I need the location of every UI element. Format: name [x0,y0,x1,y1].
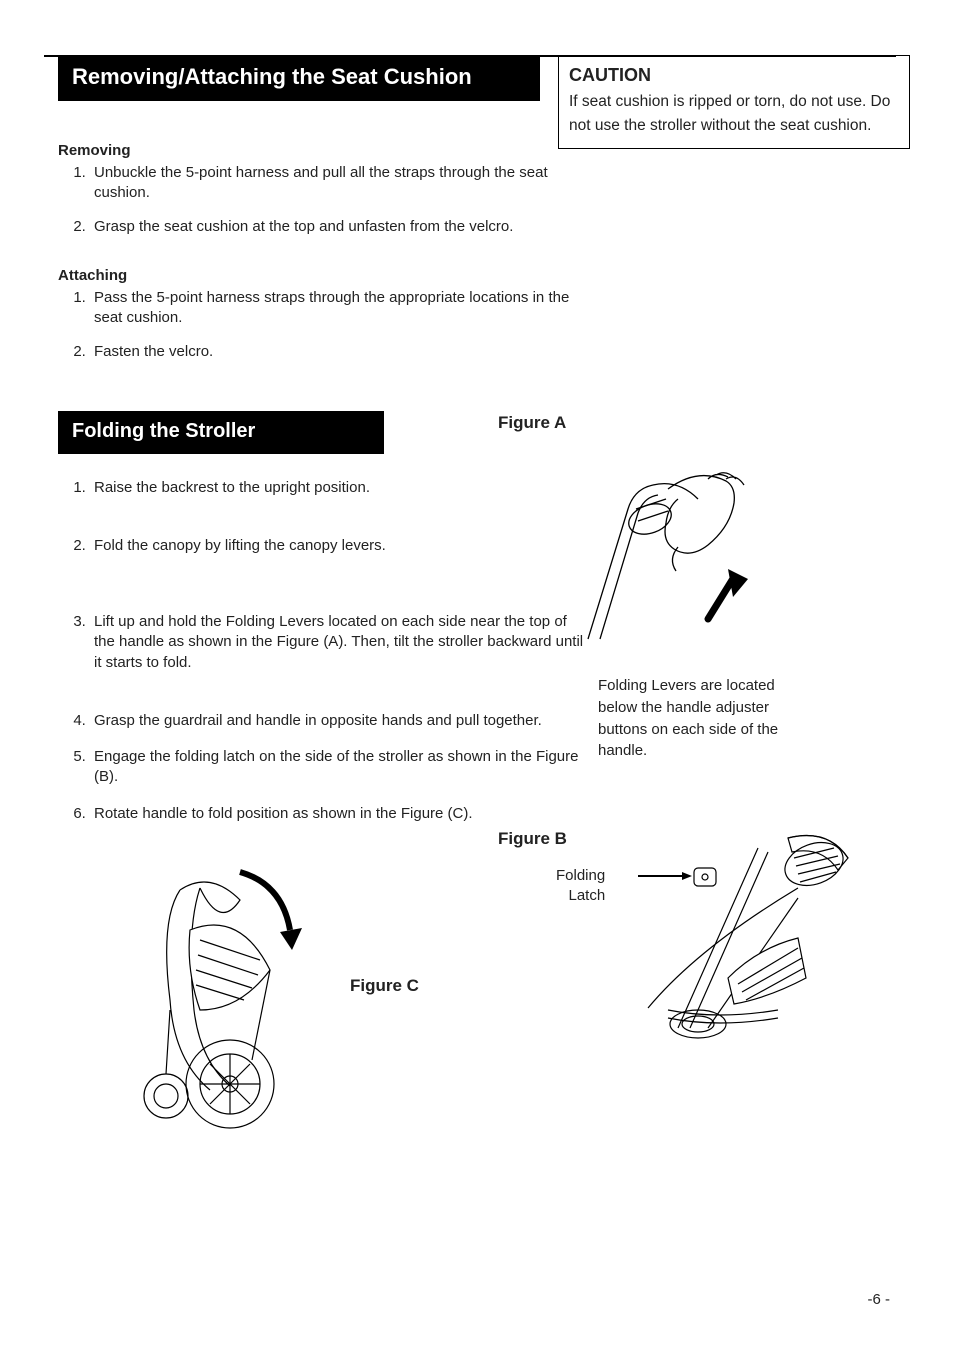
list-item: Rotate handle to fold position as shown … [90,804,588,824]
list-item: Pass the 5-point harness straps through … [90,288,588,329]
figure-b-callout-l2: Latch [569,887,606,904]
figure-a-caption: Folding Levers are located below the han… [598,675,798,762]
figure-b-callout: Folding Latch [556,866,605,905]
removing-steps: Unbuckle the 5-point harness and pull al… [58,163,588,238]
section1-title: Removing/Attaching the Seat Cushion [58,55,540,101]
list-item: Grasp the seat cushion at the top and un… [90,217,588,237]
figure-b-callout-l1: Folding [556,867,605,884]
removing-heading: Removing [58,141,588,161]
figure-b-illustration [638,828,858,1048]
figure-a-label: Figure A [498,412,838,435]
figure-c-illustration [120,860,340,1140]
caution-body: If seat cushion is ripped or torn, do no… [569,93,890,134]
list-item: Fasten the velcro. [90,342,588,362]
page-number: -6 - [868,1290,891,1310]
attaching-steps: Pass the 5-point harness straps through … [58,288,588,363]
caution-heading: CAUTION [569,65,651,85]
figure-b: Figure B Folding Latch [498,828,858,851]
list-item: Unbuckle the 5-point harness and pull al… [90,163,588,204]
figure-c-label: Figure C [350,975,419,998]
figure-c: Figure C [120,860,480,1146]
caution-box: CAUTION If seat cushion is ripped or tor… [558,55,910,149]
section2-title: Folding the Stroller [58,411,384,454]
figure-a: Figure A Folding Levers are located belo… [498,412,838,762]
attaching-heading: Attaching [58,266,588,286]
figure-a-illustration [558,449,838,655]
